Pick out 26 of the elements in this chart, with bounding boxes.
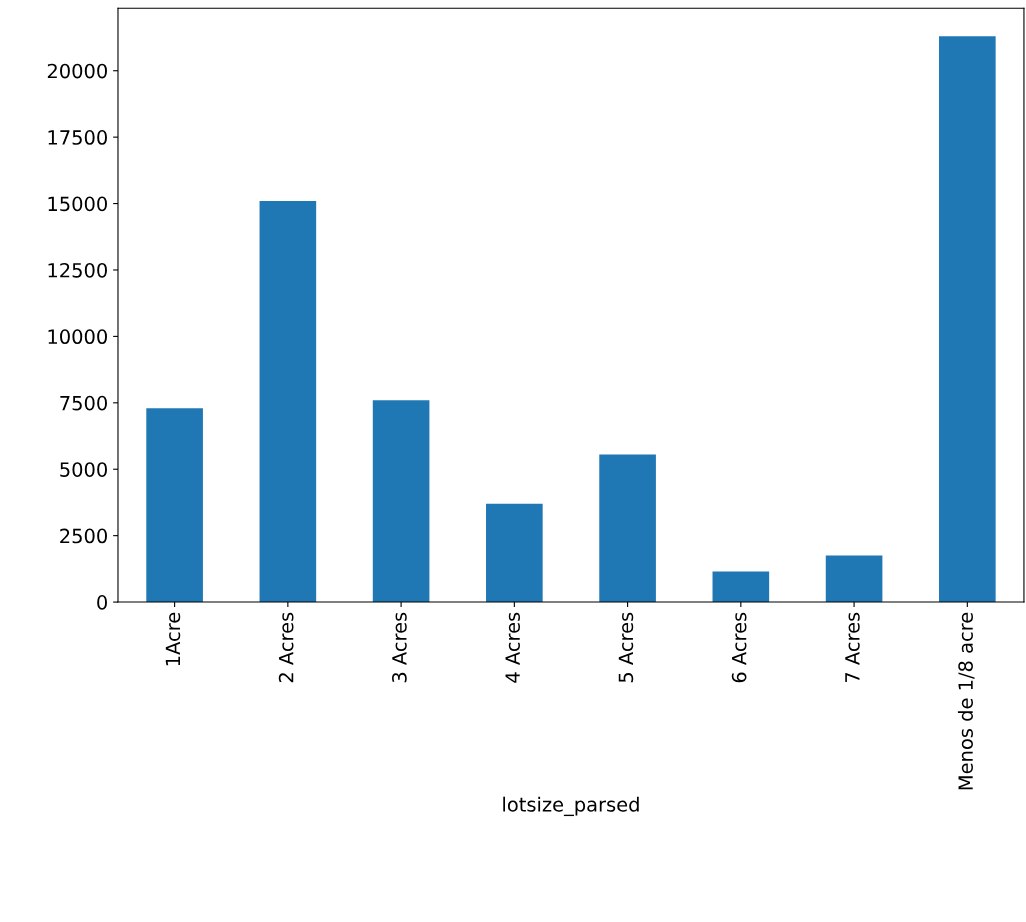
y-tick-label: 17500 bbox=[48, 130, 107, 145]
y-tick-label: 20000 bbox=[47, 63, 107, 79]
bar bbox=[712, 571, 770, 603]
x-tick-label: 2 Acres bbox=[278, 612, 294, 683]
y-tick-label: 12500 bbox=[48, 262, 107, 278]
x-axis-title: lotsize_parsed bbox=[503, 796, 639, 817]
x-tick-label: 1Acre bbox=[165, 612, 181, 666]
x-tick-label: Menos de 1/8 acre bbox=[957, 612, 975, 790]
x-tick-label: 3 Acres bbox=[392, 612, 407, 683]
y-tick-label: 0 bbox=[97, 595, 107, 610]
x-tick-label: 6 Acres bbox=[731, 612, 747, 683]
y-tick-label: 5000 bbox=[60, 462, 107, 477]
bar bbox=[486, 503, 543, 603]
bar bbox=[599, 454, 656, 603]
y-tick-label: 10000 bbox=[48, 329, 107, 345]
x-tick-label: 5 Acres bbox=[618, 612, 634, 683]
y-tick-label: 15000 bbox=[48, 196, 107, 212]
y-tick-label: 2500 bbox=[60, 528, 107, 544]
bar bbox=[372, 400, 430, 603]
bar bbox=[146, 408, 203, 603]
x-tick-label: 4 Acres bbox=[505, 612, 520, 683]
bar bbox=[939, 36, 996, 603]
y-tick-label: 7500 bbox=[60, 395, 107, 411]
bar bbox=[825, 555, 883, 603]
bar bbox=[259, 200, 317, 603]
x-tick-label: 7 Acres bbox=[845, 612, 860, 683]
